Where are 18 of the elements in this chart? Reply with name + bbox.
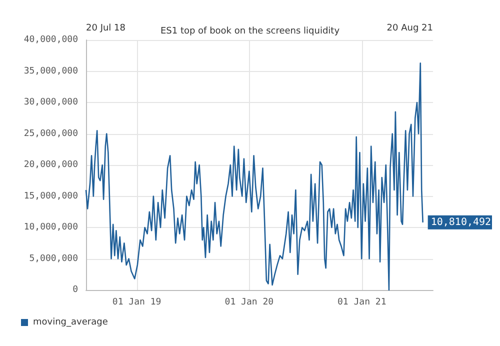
text: 20 Aug 21 — [386, 24, 434, 34]
chart-title: ES1 top of book on the screens liquidity — [160, 26, 340, 36]
y-tick-label: 5,000,000 — [29, 254, 78, 264]
text: 20 Jul 18 — [86, 24, 126, 34]
y-tick-label: 25,000,000 — [24, 128, 78, 139]
y-tick-label: 0 — [72, 285, 78, 295]
x-tick-label: 01 Jan 21 — [337, 298, 386, 308]
x-tick-label: 01 Jan 19 — [112, 298, 162, 308]
line-series — [85, 62, 424, 291]
y-tick-label: 10,000,000 — [24, 222, 78, 232]
x-tick-label: 01 Jan 20 — [224, 298, 274, 308]
legend-label: moving_average — [33, 318, 108, 328]
y-tick-label: 30,000,000 — [24, 98, 78, 108]
y-tick-label: 35,000,000 — [24, 66, 78, 76]
data-label: 10,810,492 — [430, 216, 492, 228]
y-tick-label: 20,000,000 — [24, 160, 78, 170]
y-tick-label: 40,000,000 — [24, 35, 78, 45]
y-tick-label: 15,000,000 — [24, 191, 78, 202]
